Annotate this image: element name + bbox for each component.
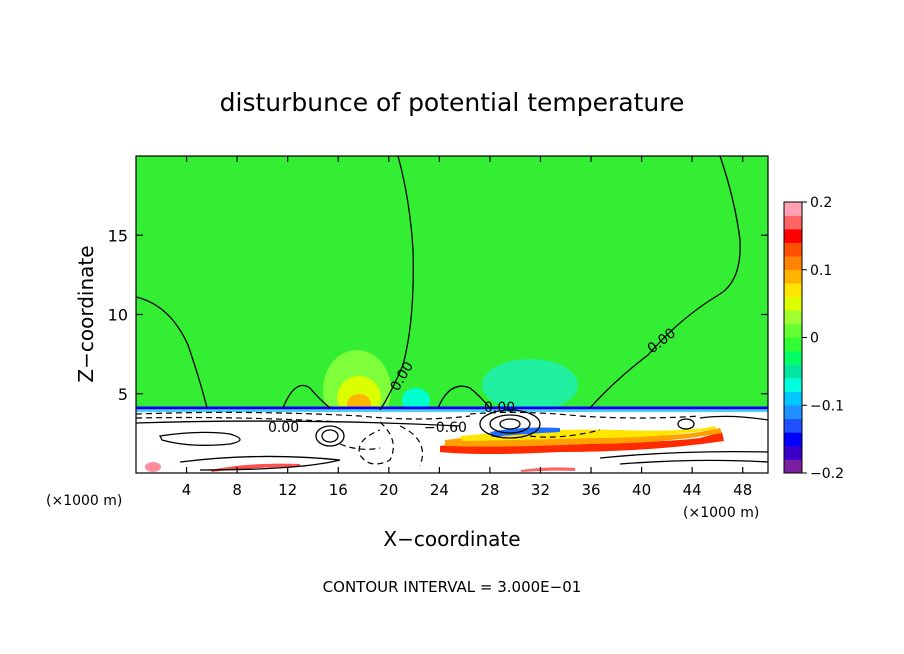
contour-interval-text: CONTOUR INTERVAL = 3.000E−01 [323, 578, 582, 596]
dashed-contour-1 [135, 411, 471, 420]
colorbar-swatch [784, 418, 802, 433]
colorbar-tick-label: −0.2 [810, 466, 844, 482]
dashed-contours [135, 411, 701, 467]
x-tick-label: 48 [733, 481, 752, 499]
colorbar-swatch [784, 283, 802, 298]
colorbar-tick-label: 0.2 [810, 195, 832, 211]
x-unit-left: (×1000 m) [46, 493, 122, 509]
contour-zero-center [379, 155, 414, 411]
contour-zero-right [589, 155, 741, 409]
x-tick-label: 44 [683, 481, 702, 499]
cool-anomaly-cyan [482, 359, 578, 411]
colorbar-swatch [784, 296, 802, 311]
dashed-contour-4 [399, 425, 424, 467]
y-tick-label: 10 [108, 306, 128, 325]
contour-box-3 [179, 455, 341, 471]
colorbar-swatch [784, 405, 802, 420]
x-tick-label: 40 [632, 481, 651, 499]
colorbar-swatch [784, 391, 802, 406]
colorbar-swatch [784, 242, 802, 257]
colorbar-swatch [784, 202, 802, 216]
x-tick-label: 16 [329, 481, 348, 499]
pink-blob [145, 462, 161, 472]
colorbar-swatch [784, 215, 802, 230]
colorbar-swatch [784, 364, 802, 379]
contour-zero-bump [282, 384, 331, 409]
x-tick-label: 20 [379, 481, 398, 499]
x-tick-label: 8 [232, 481, 242, 499]
dashed-contour-7 [339, 443, 381, 450]
dashed-contour-5 [469, 411, 701, 419]
x-tick-label: 24 [430, 481, 449, 499]
lower-red-streak-2 [520, 467, 575, 472]
colorbar-swatch [784, 378, 802, 392]
boundary-layer [136, 406, 768, 473]
colorbar-tick-label: 0.1 [810, 263, 832, 279]
colorbar-swatch [784, 351, 802, 365]
colorbar-swatch [784, 445, 802, 460]
blue-strip [490, 427, 560, 437]
y-axis-label: Z−coordinate [74, 245, 98, 382]
contour-eddy-6 [677, 418, 695, 430]
contour-label: −0.60 [424, 420, 467, 436]
x-axis-label: X−coordinate [383, 527, 520, 551]
colorbar-swatch [784, 310, 802, 325]
colorbar-swatch [784, 337, 802, 352]
colorbar [783, 201, 803, 474]
dashed-contour-6 [529, 429, 601, 438]
x-tick-label: 12 [278, 481, 297, 499]
contour-label: 0.00 [484, 400, 515, 416]
contour-box-2 [159, 431, 241, 446]
contour-lines [135, 155, 769, 471]
contour-zero-left [135, 296, 208, 409]
colorbar-ticks: 0.2 0.1 0 −0.1 −0.2 [802, 195, 844, 482]
cool-anomaly-cyan-small [402, 388, 430, 412]
contour-box-1 [135, 420, 461, 427]
x-tick-label: 4 [182, 481, 192, 499]
contour-eddy-2 [321, 429, 339, 443]
colorbar-swatch [784, 459, 802, 474]
lower-red-streak [210, 463, 300, 472]
contour-lower-right-2 [619, 459, 769, 465]
contour-eddy-3 [479, 409, 541, 439]
colorbar-swatch [784, 256, 802, 271]
contour-zero-mid [437, 385, 491, 409]
contour-eddy-5 [499, 418, 521, 430]
x-tick-label: 32 [531, 481, 550, 499]
y-tick-label: 15 [108, 226, 128, 245]
x-unit-right: (×1000 m) [683, 505, 759, 521]
dashed-contour-3 [358, 421, 394, 465]
x-axis-ticks: 4 8 12 16 20 24 28 32 36 40 44 48 [182, 156, 752, 499]
colorbar-swatch [784, 432, 802, 447]
x-tick-label: 28 [480, 481, 499, 499]
dashed-contour-2 [135, 416, 341, 423]
colorbar-swatch [784, 269, 802, 284]
chart-title: disturbunce of potential temperature [220, 88, 685, 117]
contour-upper-right [699, 415, 769, 421]
yellow-band [460, 426, 716, 441]
contour-lower-right [599, 450, 769, 459]
colorbar-tick-label: −0.1 [810, 398, 844, 414]
y-tick-label: 5 [118, 385, 128, 404]
x-tick-label: 36 [581, 481, 600, 499]
colorbar-tick-label: 0 [810, 331, 819, 347]
contour-eddy-1 [315, 425, 345, 447]
contour-eddy-4 [489, 414, 531, 434]
contour-label: 0.00 [268, 420, 299, 436]
colorbar-swatch [784, 229, 802, 243]
colorbar-swatch [784, 323, 802, 338]
y-axis-ticks: 5 10 15 [108, 226, 768, 404]
